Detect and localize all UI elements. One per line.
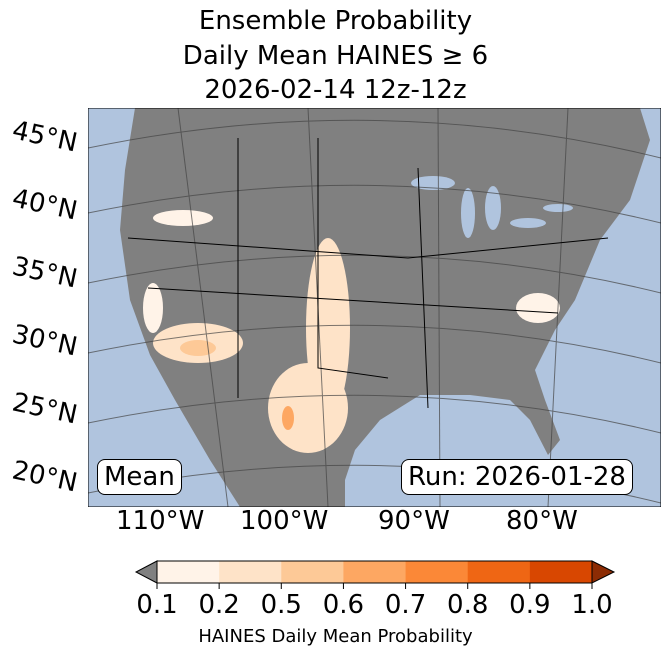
colorbar-segment — [405, 561, 469, 583]
lat-label: 35°N — [9, 251, 80, 295]
lat-label: 30°N — [9, 319, 80, 363]
lon-label: 90°W — [378, 506, 450, 536]
colorbar-tick-label: 0.7 — [384, 590, 427, 620]
mean-label: Mean — [97, 459, 182, 495]
colorbar-tick-label: 0.9 — [509, 590, 551, 620]
colorbar-tick-label: 0.2 — [198, 590, 240, 620]
colorbar-outline — [156, 560, 593, 584]
colorbar-tick-label: 0.6 — [322, 590, 365, 620]
title-line1: Ensemble Probability — [198, 6, 473, 36]
colorbar-tick-label: 0.5 — [260, 590, 302, 620]
colorbar-segment — [343, 561, 407, 583]
colorbar-under-extend — [134, 560, 158, 584]
map — [88, 108, 661, 507]
lat-label: 45°N — [9, 115, 80, 159]
lon-label: 100°W — [240, 506, 329, 536]
colorbar-segment — [219, 561, 282, 583]
colorbar-segment — [467, 561, 531, 583]
colorbar-segment — [281, 561, 344, 583]
state-borders — [127, 138, 609, 409]
lat-label: 25°N — [9, 387, 80, 431]
colorbar-segment — [157, 561, 220, 583]
colorbar-label: HAINES Daily Mean Probability — [198, 626, 473, 647]
lat-label: 20°N — [9, 455, 80, 499]
colorbar-tick-label: 0.1 — [136, 590, 178, 620]
title-line2: Daily Mean HAINES ≥ 6 — [182, 41, 489, 71]
lat-label: 40°N — [9, 183, 80, 227]
lon-label: 80°W — [506, 506, 578, 536]
colorbar — [134, 560, 616, 589]
colorbar-tick-label: 0.8 — [447, 590, 489, 620]
land — [120, 108, 650, 507]
run-label: Run: 2026-01-28 — [401, 459, 633, 495]
great-lakes — [411, 176, 573, 238]
colorbar-tick-label: 1.0 — [571, 590, 613, 620]
title-line3: 2026-02-14 12z-12z — [204, 75, 467, 105]
colorbar-segment — [529, 561, 593, 583]
colorbar-over-extend — [591, 560, 616, 584]
lon-label: 110°W — [116, 506, 205, 536]
